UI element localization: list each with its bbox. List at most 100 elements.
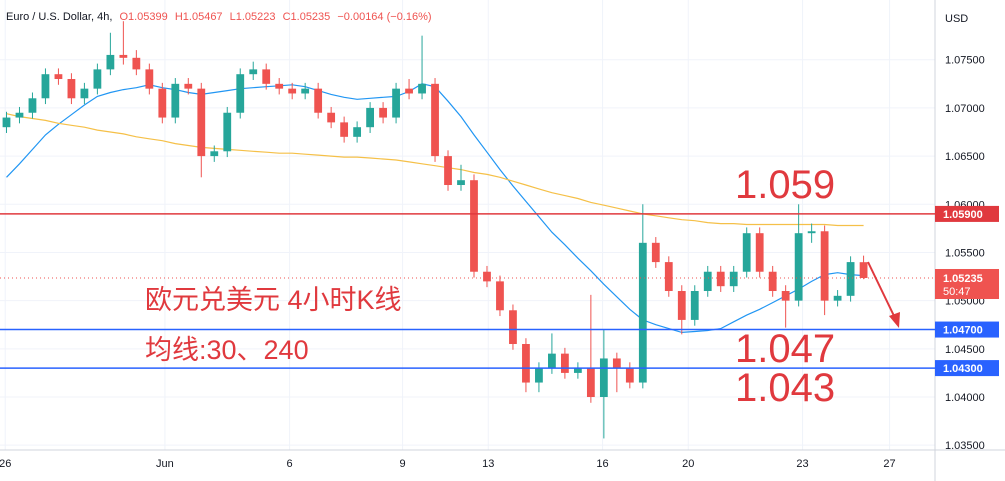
- candle-body: [846, 262, 855, 296]
- change: −0.00164 (−0.16%): [337, 11, 432, 23]
- price-label: 1.04700: [943, 325, 983, 337]
- countdown: 50:47: [943, 286, 971, 298]
- price-label-bg: [935, 321, 999, 338]
- candle-body: [418, 83, 426, 94]
- legend-header: Euro / U.S. Dollar, 4h, O1.05399 H1.0546…: [6, 11, 436, 23]
- candle-body: [586, 368, 595, 398]
- candle-body: [768, 271, 777, 292]
- candle-body: [781, 291, 790, 301]
- arrow: [867, 261, 896, 319]
- candle-body: [431, 83, 439, 157]
- candle-body: [405, 88, 413, 94]
- candle-body: [859, 262, 868, 278]
- last-price-label: 1.05235: [943, 273, 983, 285]
- candle-body: [132, 57, 141, 70]
- y-tick-label: 1.04000: [945, 392, 985, 404]
- candle-body: [612, 358, 621, 369]
- candle-body: [599, 358, 608, 398]
- y-tick-label: 1.05500: [945, 247, 985, 259]
- candle-body: [67, 79, 76, 99]
- candle-body: [470, 180, 478, 272]
- candle-body: [833, 295, 842, 301]
- candle-body: [703, 271, 712, 292]
- candle-body: [301, 88, 310, 94]
- candle-body: [210, 151, 219, 157]
- x-tick-label: 6: [287, 458, 293, 470]
- x-tick-label: 27: [883, 458, 895, 470]
- y-tick-label: 1.07500: [945, 55, 985, 67]
- y-tick-label: 1.04500: [945, 344, 985, 356]
- price-label-bg: [935, 360, 999, 377]
- candle-body: [379, 107, 387, 118]
- candle-body: [366, 107, 374, 128]
- candle-body: [288, 88, 297, 94]
- candle-body: [197, 88, 206, 157]
- candle-body: [820, 231, 829, 301]
- annotation: 1.047: [735, 327, 835, 371]
- candle-body: [171, 83, 180, 118]
- x-tick-label: 26: [0, 458, 11, 470]
- candle-body: [742, 233, 751, 272]
- price-label: 1.04300: [943, 363, 983, 375]
- candle-body: [262, 69, 271, 84]
- y-tick-label: 1.07000: [945, 103, 985, 115]
- candle-body: [535, 368, 543, 383]
- x-tick-label: 13: [482, 458, 494, 470]
- candle-body: [340, 122, 349, 137]
- ohlc: O1.05399: [119, 11, 168, 23]
- candle-body: [28, 98, 37, 113]
- x-tick-label: 20: [682, 458, 694, 470]
- candle-body: [184, 83, 193, 89]
- x-tick-label: Jun: [156, 458, 174, 470]
- y-tick-label: 1.06500: [945, 151, 985, 163]
- candle-body: [729, 271, 738, 287]
- arrow-head: [889, 312, 900, 328]
- annotation: 均线:30、240: [145, 335, 309, 365]
- candle-body: [41, 74, 50, 99]
- price-label-bg: [935, 205, 999, 222]
- ohlc: C1.05235: [282, 11, 331, 23]
- candle-body: [638, 242, 647, 383]
- candle-body: [573, 368, 582, 373]
- candle-body: [807, 231, 816, 234]
- candle-body: [677, 291, 686, 320]
- y-tick-label: 1.03500: [945, 440, 985, 452]
- candle-body: [158, 88, 167, 118]
- annotation: 欧元兑美元 4小时K线: [145, 285, 402, 315]
- x-tick-label: 16: [596, 458, 608, 470]
- annotation: 1.059: [735, 163, 835, 207]
- candle-body: [223, 112, 232, 152]
- candle-body: [314, 88, 323, 113]
- candle-body: [483, 271, 491, 282]
- ohlc: L1.05223: [229, 11, 276, 23]
- moving-average: [6, 113, 864, 227]
- candle-body: [496, 281, 504, 311]
- candle-body: [2, 117, 11, 128]
- candle-body: [690, 291, 699, 320]
- currency: USD: [945, 13, 968, 25]
- candle-body: [93, 69, 102, 89]
- candle-body: [249, 69, 258, 75]
- candle-body: [392, 88, 400, 118]
- candle-body: [457, 180, 465, 186]
- candle-body: [444, 156, 452, 186]
- candle-body: [548, 353, 556, 369]
- candle-body: [561, 353, 569, 373]
- candle-body: [353, 127, 362, 137]
- last-price-bg: [935, 268, 999, 299]
- candle-body: [625, 368, 634, 383]
- candle-body: [15, 112, 24, 118]
- x-tick-label: 23: [796, 458, 808, 470]
- candle-body: [80, 88, 89, 99]
- candle-body: [509, 310, 517, 345]
- x-tick-label: 9: [400, 458, 406, 470]
- candle-body: [794, 233, 803, 301]
- candle-body: [145, 69, 154, 89]
- price-label: 1.05900: [943, 209, 983, 221]
- candle-body: [275, 83, 284, 89]
- candle-body: [106, 54, 115, 70]
- symbol: Euro / U.S. Dollar, 4h,: [6, 11, 113, 23]
- annotation: 1.043: [735, 366, 835, 410]
